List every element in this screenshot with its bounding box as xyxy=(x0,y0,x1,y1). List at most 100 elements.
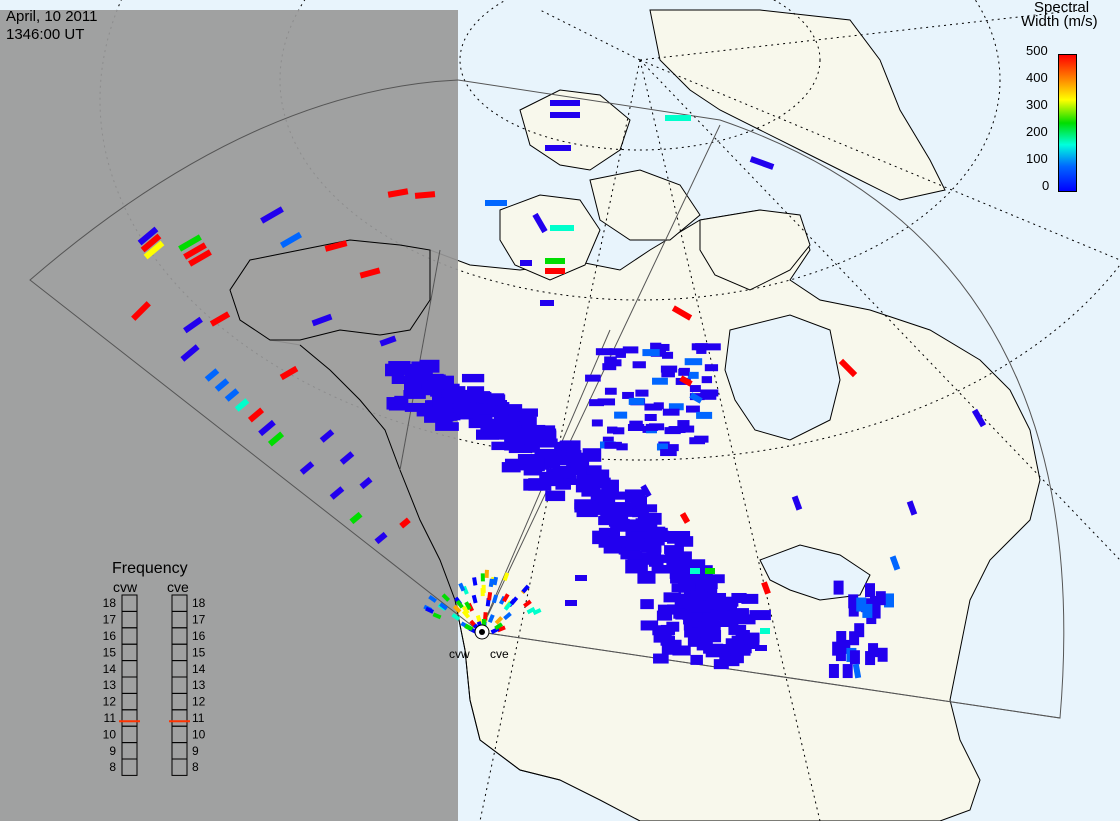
backscatter-cell xyxy=(555,478,571,490)
backscatter-cell xyxy=(760,628,770,634)
backscatter-cell xyxy=(838,358,858,378)
backscatter-cell xyxy=(674,598,688,609)
frequency-level-label-left: 18 xyxy=(103,596,117,610)
backscatter-cell xyxy=(644,403,663,411)
backscatter-cell xyxy=(868,643,879,658)
backscatter-cell xyxy=(461,373,485,383)
frequency-box-cve-8 xyxy=(171,758,188,776)
backscatter-cell xyxy=(178,234,202,252)
colorbar-tick-100: 100 xyxy=(1026,151,1048,166)
backscatter-cell xyxy=(707,592,727,603)
arctic-island-2 xyxy=(499,194,601,281)
backscatter-cell xyxy=(689,437,706,445)
backscatter-cell xyxy=(690,568,700,574)
backscatter-cell xyxy=(622,346,639,354)
backscatter-cell xyxy=(425,606,435,614)
site-label-cvw: cvw xyxy=(449,647,470,661)
backscatter-cell xyxy=(691,343,704,351)
backscatter-cell xyxy=(595,348,613,356)
backscatter-cell xyxy=(183,242,207,260)
backscatter-cell xyxy=(419,359,440,373)
backscatter-cell xyxy=(889,555,901,571)
backscatter-cell xyxy=(731,592,747,603)
backscatter-cell xyxy=(137,226,159,246)
backscatter-cell xyxy=(662,408,680,416)
backscatter-cell xyxy=(644,413,657,421)
backscatter-cell xyxy=(664,427,681,435)
backscatter-cell xyxy=(689,392,703,404)
backscatter-cell xyxy=(616,443,628,451)
backscatter-cell xyxy=(625,559,645,574)
backscatter-cell xyxy=(472,577,478,586)
frequency-level-label-right: 9 xyxy=(192,744,199,758)
backscatter-cell xyxy=(432,612,442,620)
backscatter-cell xyxy=(743,634,757,645)
backscatter-cell xyxy=(723,656,740,667)
frequency-left-label: cvw xyxy=(113,579,138,595)
backscatter-cell xyxy=(453,402,471,415)
backscatter-cell xyxy=(502,572,510,582)
backscatter-cell xyxy=(692,627,706,638)
backscatter-cell xyxy=(520,260,532,266)
backscatter-cell xyxy=(570,457,589,468)
backscatter-cell xyxy=(663,592,682,603)
colorbar-tick-400: 400 xyxy=(1026,70,1048,85)
backscatter-cell xyxy=(544,458,561,469)
frequency-box-cvw-14 xyxy=(121,660,138,678)
backscatter-cell xyxy=(660,449,677,457)
backscatter-cell xyxy=(234,398,250,412)
backscatter-cell xyxy=(545,268,565,274)
backscatter-cell xyxy=(503,602,512,611)
backscatter-cell xyxy=(597,398,616,406)
backscatter-cell xyxy=(591,419,603,427)
backscatter-cell xyxy=(704,343,721,351)
backscatter-cell xyxy=(609,348,626,356)
backscatter-cell xyxy=(614,411,628,419)
frequency-level-label-right: 10 xyxy=(192,727,206,741)
backscatter-cell xyxy=(728,641,745,652)
backscatter-cell xyxy=(669,569,687,579)
backscatter-cell xyxy=(414,191,436,199)
backscatter-cell xyxy=(682,609,703,620)
backscatter-cell xyxy=(685,405,700,413)
backscatter-cell xyxy=(667,535,688,544)
backscatter-cell xyxy=(613,427,625,435)
backscatter-cell xyxy=(652,377,668,385)
backscatter-cell xyxy=(451,613,461,621)
backscatter-cell xyxy=(534,448,557,461)
backscatter-cell xyxy=(607,426,618,434)
backscatter-cell xyxy=(502,593,510,603)
backscatter-cell xyxy=(854,623,865,638)
meridian-5 xyxy=(639,9,1081,61)
backscatter-cell xyxy=(488,578,494,588)
backscatter-cell xyxy=(761,581,771,595)
frequency-box-cvw-9 xyxy=(121,742,138,760)
backscatter-cell xyxy=(589,399,605,407)
backscatter-cell xyxy=(632,361,646,369)
backscatter-cell xyxy=(359,476,373,490)
backscatter-cell xyxy=(471,594,478,604)
west-coast xyxy=(299,344,561,781)
backscatter-cell xyxy=(640,599,654,610)
backscatter-cell xyxy=(209,311,231,327)
backscatter-cell xyxy=(629,420,643,428)
backscatter-cell xyxy=(708,609,728,620)
backscatter-cell xyxy=(724,612,744,623)
backscatter-cell xyxy=(691,602,711,613)
backscatter-cell xyxy=(639,541,661,551)
backscatter-cell xyxy=(791,495,803,511)
backscatter-cell xyxy=(741,593,759,604)
meridian-3 xyxy=(639,59,1120,561)
meridian-1 xyxy=(479,59,641,822)
frequency-box-cvw-11 xyxy=(121,709,138,727)
frequency-box-cvw-17 xyxy=(121,610,138,629)
backscatter-cell xyxy=(677,576,692,586)
backscatter-cell xyxy=(640,620,659,631)
backscatter-cell xyxy=(503,415,519,427)
backscatter-cell xyxy=(689,385,701,393)
backscatter-cell xyxy=(642,349,660,357)
backscatter-cell xyxy=(519,416,537,426)
backscatter-cell xyxy=(870,595,881,610)
backscatter-cell xyxy=(637,512,662,525)
